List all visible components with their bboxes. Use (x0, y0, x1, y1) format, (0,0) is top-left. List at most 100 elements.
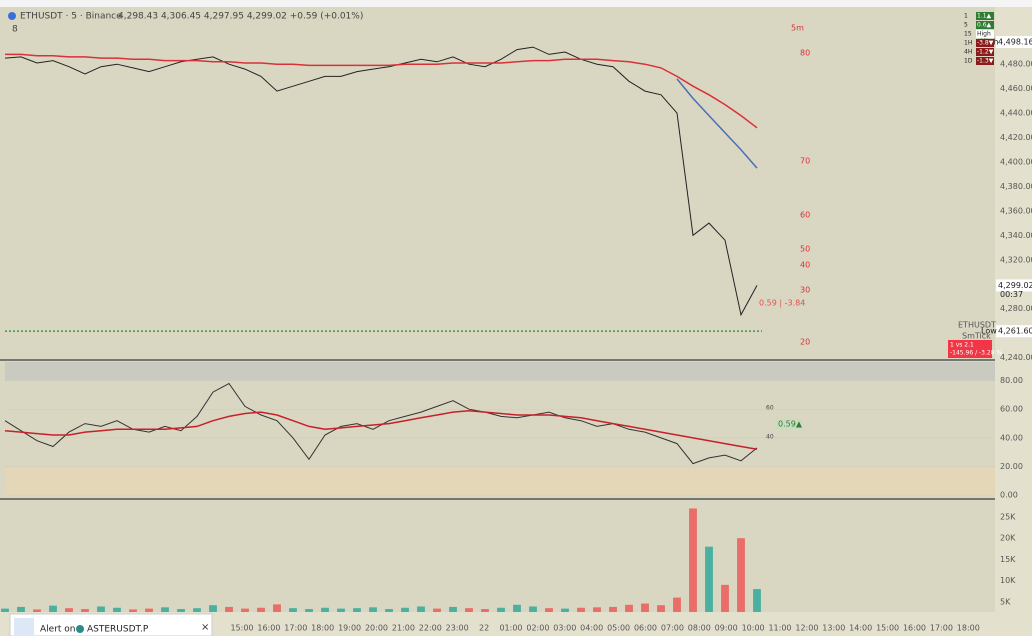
volume-bar (449, 606, 457, 612)
time-label: 22:00 (419, 624, 442, 633)
y-tick-label: 15K (1000, 555, 1016, 564)
last-price-tag (996, 279, 1032, 292)
y-tick-label: 25K (1000, 512, 1016, 521)
symbol[interactable]: ETHUSDT · 5 · Binance (20, 12, 122, 22)
volume-bar (225, 606, 233, 612)
tf-cell (976, 39, 994, 47)
tf-value: -1.2▼ (977, 49, 994, 56)
y-tick-label: 0.00 (1000, 491, 1018, 500)
alert-symbol: ASTERUSDT.P (87, 625, 149, 635)
time-label: 17:00 (930, 624, 953, 633)
time-label: 22 (479, 624, 489, 633)
price-axis-panel (995, 7, 1032, 636)
y-tick-label: 4,400.00 (1000, 158, 1032, 167)
alert-prefix: Alert on (40, 625, 76, 635)
volume-bar (625, 604, 633, 612)
time-label: 21:00 (392, 624, 415, 633)
line-series (4, 409, 758, 451)
level-label: 70 (800, 157, 810, 166)
volume-bar (289, 608, 297, 612)
tf-cell (976, 21, 994, 29)
volume-bar (433, 608, 441, 612)
volume-bar (369, 607, 377, 612)
toast-icon (14, 618, 34, 636)
volume-bar (145, 608, 153, 612)
rsi-lower-band (5, 468, 995, 496)
time-label: 15:00 (876, 624, 899, 633)
line-series (5, 53, 758, 129)
tf-cell (976, 30, 994, 38)
tf-name: 4H (964, 49, 972, 56)
level-label: 50 (800, 245, 810, 254)
volume-bar (641, 603, 649, 612)
time-label: 11:00 (768, 624, 791, 633)
change-box (948, 340, 992, 358)
tf-cell (976, 57, 994, 65)
y-tick-label: 4,380.00 (1000, 182, 1032, 191)
time-label: 14:00 (849, 624, 872, 633)
countdown: 00:37 (1000, 290, 1023, 299)
y-tick-label: 4,280.00 (1000, 304, 1032, 313)
tf-name: 1 (964, 13, 968, 20)
tf-name: 1D (964, 58, 973, 65)
time-label: 19:00 (338, 624, 361, 633)
alert-toast[interactable]: Alert on ASTERUSDT.P × (9, 613, 213, 636)
level-label: 40 (800, 261, 810, 270)
volume-bar (721, 584, 729, 612)
volume-bar (401, 607, 409, 612)
high-label: 4,498.16 (998, 38, 1032, 47)
tf-value: 0.6▲ (977, 22, 992, 29)
time-label: 12:00 (795, 624, 818, 633)
volume-bar (129, 609, 137, 612)
y-tick-label: 4,440.00 (1000, 109, 1032, 118)
ohlc: 4,298.43 4,306.45 4,297.95 4,299.02 +0.5… (118, 12, 363, 22)
volume-bar (465, 608, 473, 612)
change-text: 1 vs 2.1 (950, 342, 974, 349)
low-label: 4,261.60 (998, 327, 1032, 336)
volume-bar (753, 589, 761, 612)
indicator-count[interactable]: 8 (12, 25, 18, 35)
tf-value: High (977, 31, 991, 38)
y-tick-label: 4,320.00 (1000, 255, 1032, 264)
toast-close[interactable]: × (201, 622, 209, 633)
tf-value: -3.8▼ (977, 40, 994, 47)
volume-bar (33, 609, 41, 612)
time-label: 17:00 (284, 624, 307, 633)
volume-bar (561, 608, 569, 612)
high-tag (996, 36, 1032, 49)
volume-bar (609, 606, 617, 612)
y-tick-label: 60.00 (1000, 405, 1023, 414)
y-tick-label: 4,240.00 (1000, 353, 1032, 362)
y-tick-label: 20.00 (1000, 462, 1023, 471)
volume-bar (497, 607, 505, 612)
volume-bar (241, 608, 249, 612)
low-caption: Low (981, 327, 997, 336)
volume-bar (321, 607, 329, 612)
y-tick-label: 20K (1000, 534, 1016, 543)
rsi-level: 40 (766, 434, 774, 441)
time-label: 23:00 (446, 624, 469, 633)
y-tick-label: 5K (1000, 597, 1011, 606)
tf-cell (976, 12, 994, 20)
y-tick-label: 40.00 (1000, 433, 1023, 442)
tf-value: 1.1▲ (977, 13, 992, 20)
volume-bar (177, 609, 185, 612)
volume-bar (577, 607, 585, 612)
volume-bar (113, 607, 121, 612)
time-label: 10:00 (742, 624, 765, 633)
volume-bar (481, 609, 489, 612)
time-label: 03:00 (553, 624, 576, 633)
time-label: 20:00 (365, 624, 388, 633)
time-label: 01:00 (499, 624, 522, 633)
line-series (4, 46, 758, 317)
y-tick-label: 80.00 (1000, 376, 1023, 385)
toolbar (0, 0, 1032, 7)
volume-bar (209, 605, 217, 612)
asset-icon (76, 625, 84, 633)
time-label: 02:00 (526, 624, 549, 633)
volume-bar (337, 608, 345, 612)
y-tick-label: 4,460.00 (1000, 84, 1032, 93)
time-label: 18:00 (957, 624, 980, 633)
volume-bar (689, 508, 697, 612)
